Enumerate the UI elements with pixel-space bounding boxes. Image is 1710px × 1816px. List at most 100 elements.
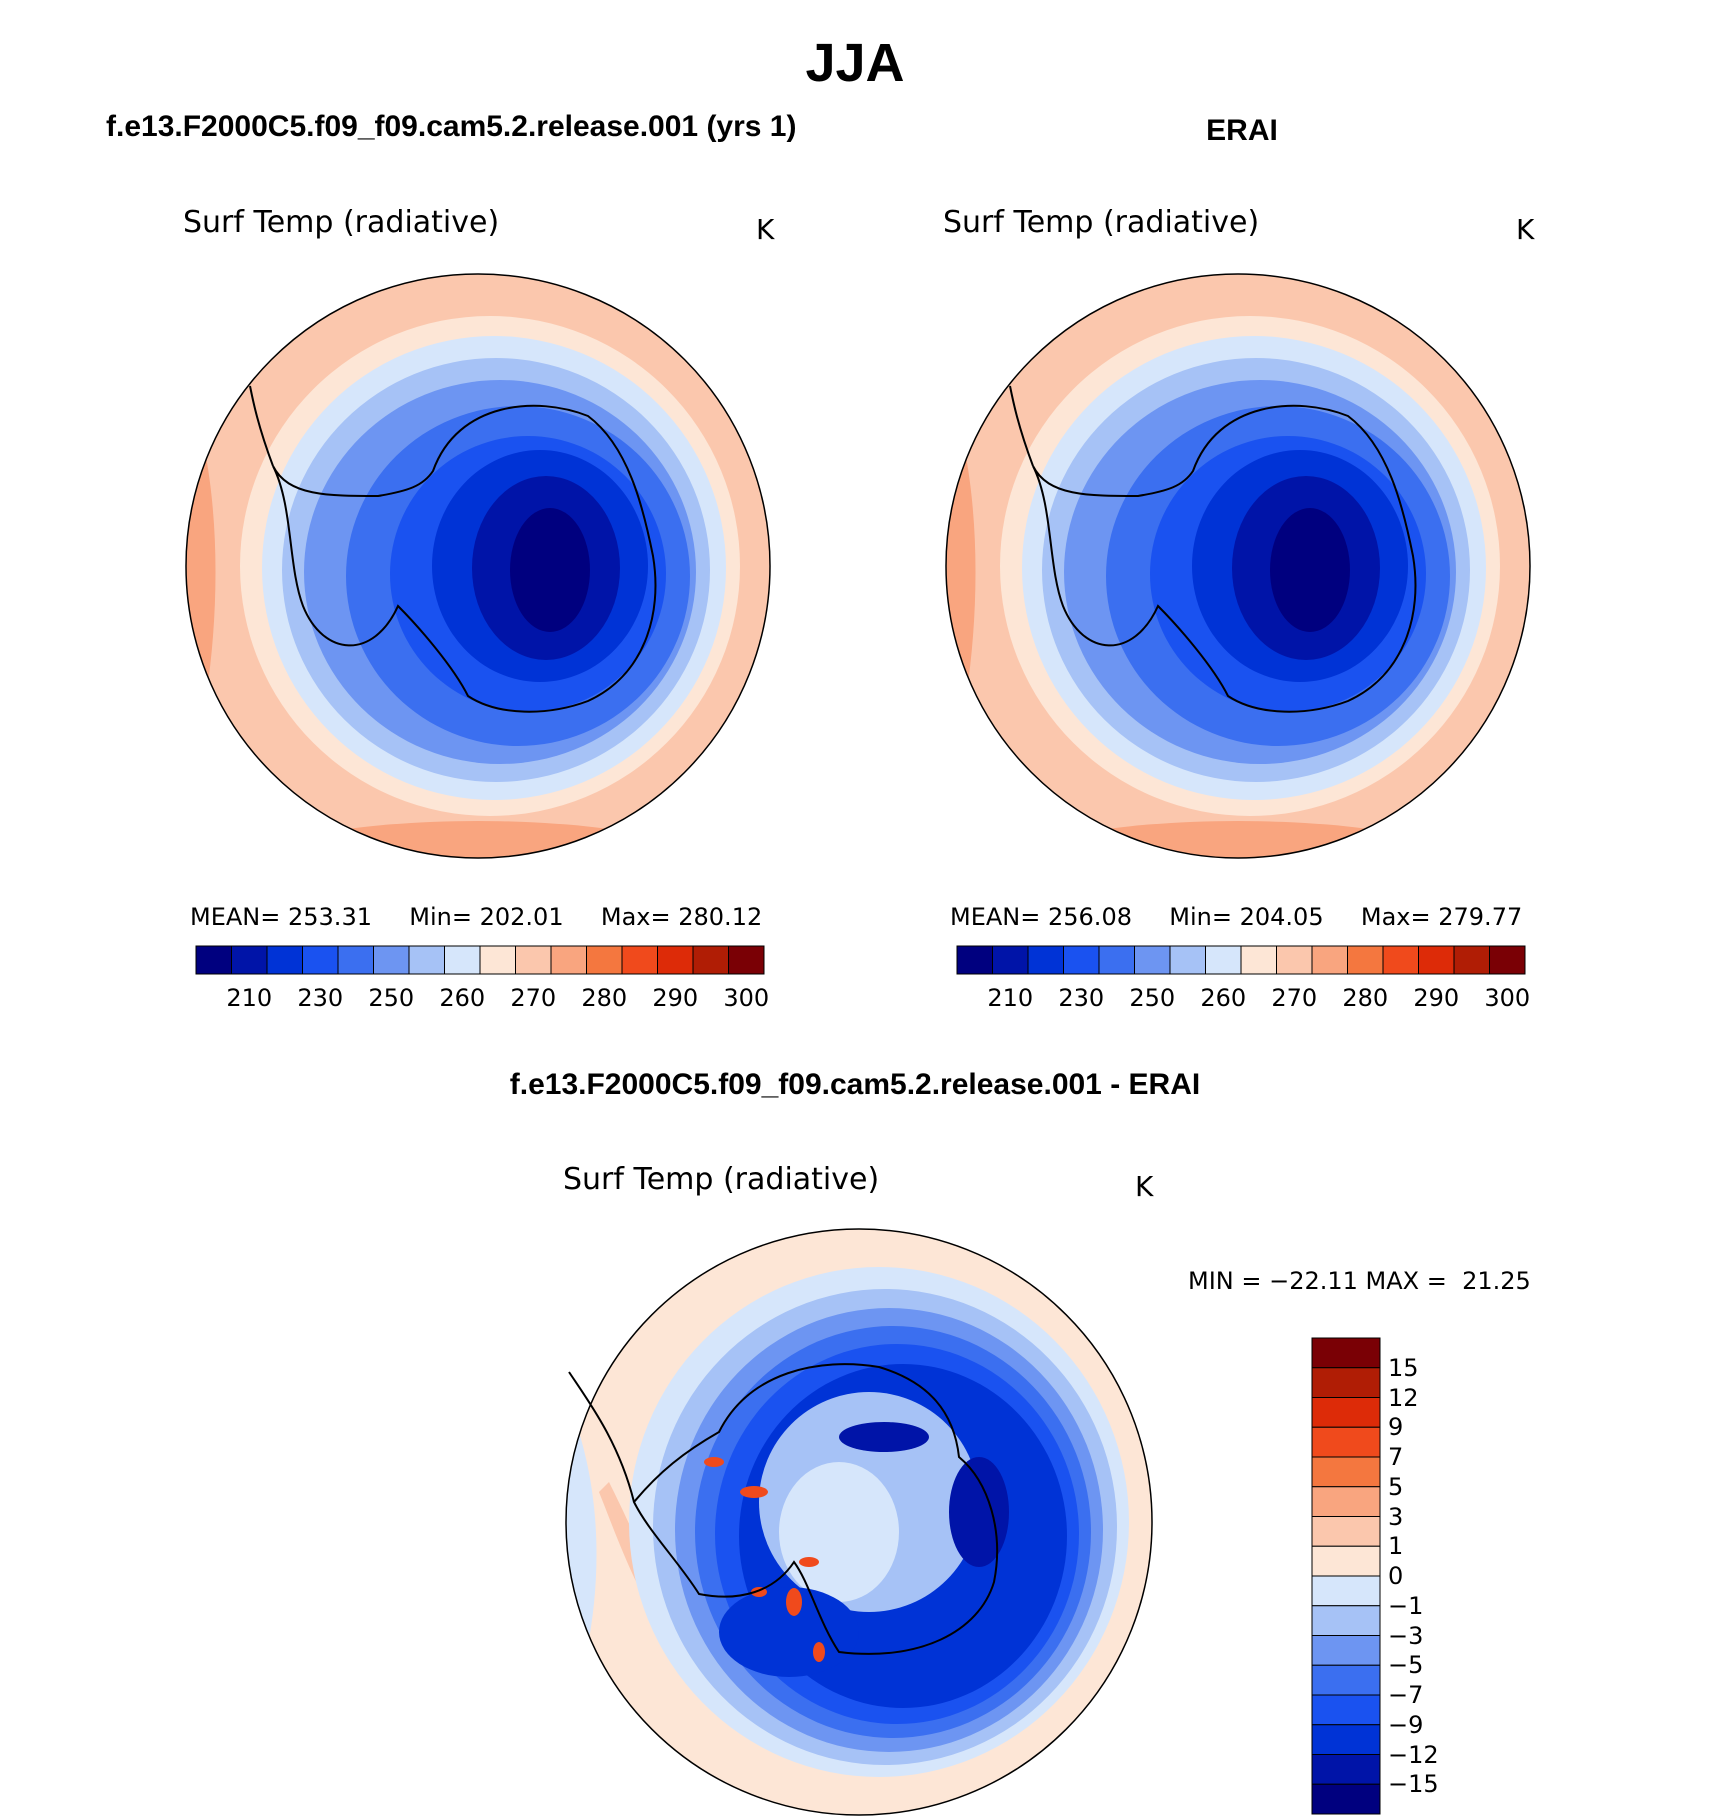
left-colorbar-label: 230 [297, 984, 344, 1012]
left-colorbar-box-3 [302, 945, 339, 975]
left-mean-value: 253.31 [288, 903, 372, 931]
left-max-value: 280.12 [678, 903, 763, 931]
diff-colorbar-box-4 [1311, 1456, 1381, 1488]
diff-colorbar-box-3 [1311, 1426, 1381, 1458]
diff-colorbar-box-2 [1311, 1397, 1381, 1428]
right-colorbar-box-7 [1205, 945, 1242, 975]
left-colorbar [195, 945, 765, 975]
left-polar-map [185, 273, 771, 859]
diff-colorbar-label: 1 [1388, 1532, 1404, 1561]
left-band-warm-west [186, 366, 216, 816]
left-mean-label: MEAN= [190, 903, 281, 931]
left-colorbar-box-8 [479, 945, 516, 975]
diff-warm-spot-2 [799, 1557, 819, 1567]
right-stats: MEAN= 256.08 Min= 204.05 Max= 279.77 [950, 903, 1522, 931]
right-colorbar-label: 260 [1200, 984, 1247, 1012]
diff-colorbar-box-11 [1311, 1664, 1381, 1696]
diff-colorbar-box-9 [1311, 1605, 1381, 1636]
diff-colorbar-label: 5 [1388, 1472, 1404, 1501]
diff-colorbar-label: −3 [1388, 1621, 1424, 1650]
left-colorbar-box-0 [195, 945, 232, 975]
left-colorbar-label: 210 [226, 984, 273, 1012]
right-min-label: Min= [1169, 903, 1232, 931]
diff-colorbar-label: −12 [1388, 1740, 1439, 1769]
right-fill-layers [946, 274, 1530, 858]
diff-colorbar-label: −5 [1388, 1651, 1424, 1680]
left-colorbar-box-11 [586, 945, 623, 975]
right-coastline [1032, 404, 1417, 713]
left-stats: MEAN= 253.31 Min= 202.01 Max= 280.12 [190, 903, 762, 931]
left-colorbar-box-12 [621, 945, 658, 975]
right-map-border [945, 273, 1531, 859]
left-colorbar-box-5 [373, 945, 410, 975]
diff-colorbar-label: −7 [1388, 1681, 1424, 1709]
diff-interior-cold-east [949, 1457, 1009, 1567]
left-colorbar-label: 290 [652, 984, 699, 1012]
right-units-label: K [1516, 213, 1535, 246]
diff-colorbar-box-15 [1311, 1783, 1381, 1815]
right-colorbar-box-3 [1063, 945, 1100, 975]
diff-peninsula [568, 1371, 635, 1503]
right-colorbar-label: 300 [1484, 984, 1531, 1012]
right-colorbar-label: 280 [1342, 984, 1389, 1012]
left-band-warm-south [248, 821, 708, 858]
diff-colorbar-box-12 [1311, 1694, 1381, 1726]
diff-polar-map [565, 1228, 1153, 1816]
right-colorbar-box-8 [1240, 945, 1277, 975]
left-colorbar-label: 300 [723, 984, 770, 1012]
right-colorbar-label: 290 [1413, 984, 1460, 1012]
diff-variable-label: Surf Temp (radiative) [563, 1162, 880, 1197]
diff-colorbar-box-6 [1311, 1516, 1381, 1547]
right-band-warm-west [946, 366, 976, 816]
diff-colorbar [1311, 1337, 1381, 1815]
diff-warm-spot-1 [786, 1588, 802, 1616]
right-variable-label: Surf Temp (radiative) [943, 205, 1260, 240]
diff-colorbar-box-8 [1311, 1575, 1381, 1607]
right-colorbar-box-11 [1347, 945, 1384, 975]
figure-title: JJA [805, 33, 905, 93]
right-mean-value: 256.08 [1048, 903, 1132, 931]
right-colorbar-box-1 [992, 945, 1029, 975]
right-colorbar-box-4 [1098, 945, 1135, 975]
diff-colorbar-box-0 [1311, 1337, 1381, 1369]
diff-interior-neutral [779, 1462, 899, 1602]
diff-coastline [632, 1363, 998, 1655]
left-colorbar-label: 250 [368, 984, 415, 1012]
left-colorbar-label: 260 [439, 984, 486, 1012]
right-colorbar-label: 250 [1129, 984, 1176, 1012]
diff-fill-layers [566, 1229, 1152, 1815]
diff-colorbar-label: 7 [1388, 1443, 1404, 1471]
left-min-value: 202.01 [479, 903, 564, 931]
diff-colorbar-label: 0 [1388, 1562, 1404, 1590]
diff-colorbar-label: −1 [1388, 1591, 1424, 1620]
left-min-label: Min= [409, 903, 472, 931]
left-panel-heading: f.e13.F2000C5.f09_f09.cam5.2.release.001… [106, 110, 797, 143]
diff-colorbar-label: −15 [1388, 1770, 1439, 1799]
left-contour-8 [510, 508, 590, 632]
left-variable-label: Surf Temp (radiative) [183, 205, 500, 240]
diff-units-label: K [1135, 1170, 1154, 1203]
right-panel-heading: ERAI [1206, 114, 1278, 147]
diff-colorbar-label: 12 [1388, 1383, 1419, 1412]
right-colorbar-box-12 [1382, 945, 1419, 975]
diff-colorbar-box-14 [1311, 1754, 1381, 1785]
diff-warm-spot-5 [704, 1457, 724, 1467]
diff-colorbar-label: 15 [1388, 1353, 1419, 1382]
right-colorbar-label: 270 [1271, 984, 1318, 1012]
right-colorbar [956, 945, 1526, 975]
right-peninsula [1009, 385, 1034, 467]
diff-warm-spot-4 [813, 1642, 825, 1662]
left-colorbar-box-1 [231, 945, 268, 975]
right-colorbar-box-6 [1169, 945, 1206, 975]
left-colorbar-box-9 [515, 945, 552, 975]
left-units-label: K [756, 213, 775, 246]
right-min-value: 204.05 [1239, 903, 1324, 931]
diff-colorbar-box-1 [1311, 1367, 1381, 1398]
diff-map-border [565, 1228, 1153, 1816]
right-colorbar-box-2 [1027, 945, 1064, 975]
right-polar-map [945, 273, 1531, 859]
right-band-warm-south [1008, 821, 1468, 858]
left-max-label: Max= [600, 903, 671, 931]
diff-panel-heading: f.e13.F2000C5.f09_f09.cam5.2.release.001… [509, 1068, 1201, 1101]
